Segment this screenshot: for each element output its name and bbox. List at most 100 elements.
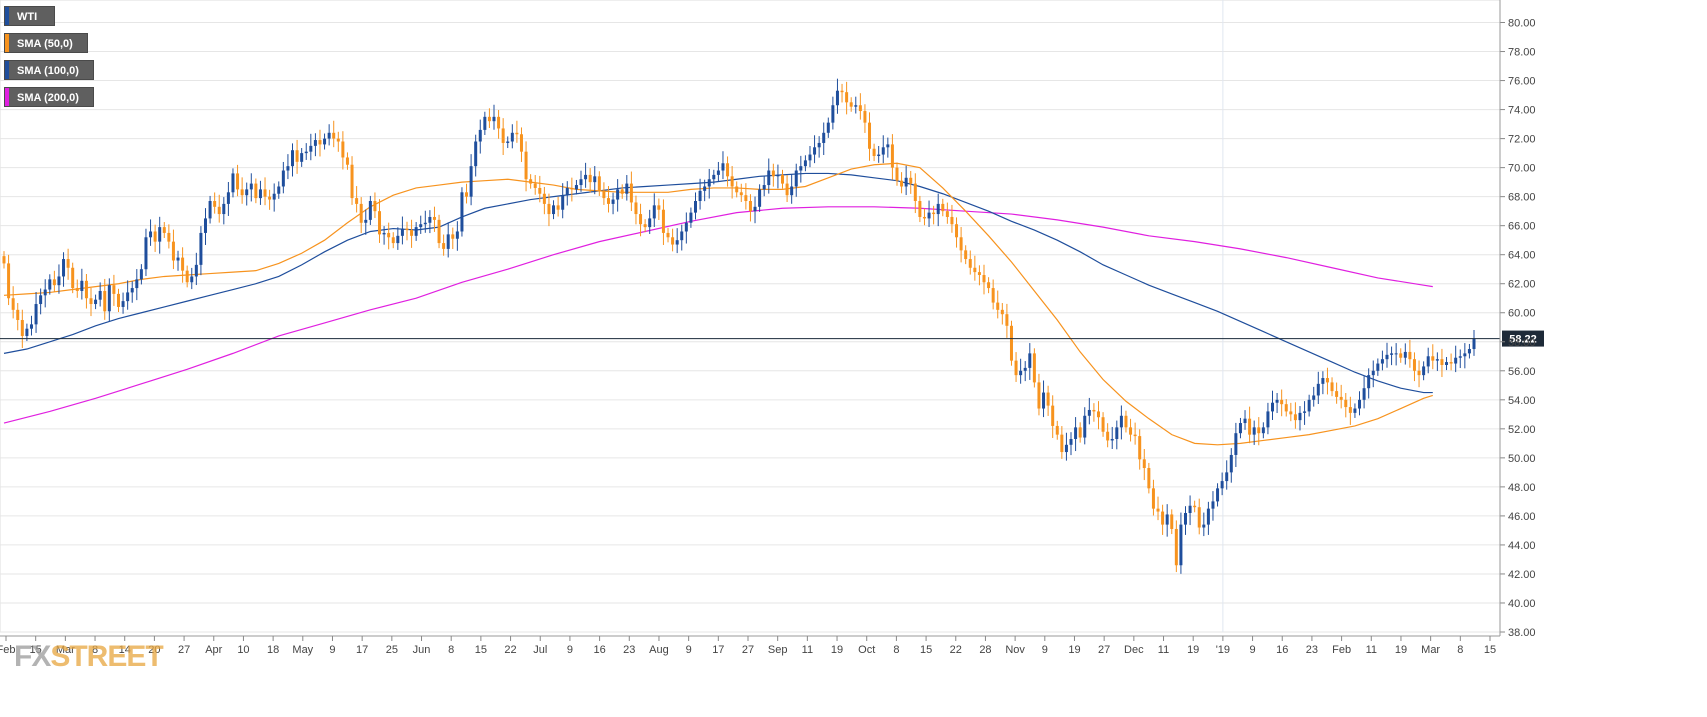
sma-200-path bbox=[3, 206, 1433, 424]
candle-body bbox=[400, 228, 404, 236]
x-tick-label: Sep bbox=[768, 644, 788, 656]
sma-100-line bbox=[3, 172, 1433, 394]
candle-body bbox=[693, 201, 697, 213]
legend-item-sma-200[interactable]: SMA (200,0) bbox=[4, 87, 94, 107]
candle-body bbox=[323, 138, 327, 145]
candle-body bbox=[465, 192, 469, 197]
candle-body bbox=[350, 164, 354, 199]
candle-body bbox=[625, 183, 629, 194]
candle-body bbox=[753, 206, 757, 212]
x-tick-label: Aug bbox=[649, 644, 669, 656]
candle-body bbox=[781, 174, 785, 184]
candle-body bbox=[1179, 524, 1183, 566]
candle-body bbox=[689, 212, 693, 223]
y-tick-label: 56.00 bbox=[1508, 366, 1536, 378]
candle-body bbox=[258, 189, 262, 199]
x-tick-label: Mar bbox=[56, 644, 75, 656]
candle-body bbox=[1202, 524, 1206, 528]
candle-body bbox=[62, 259, 66, 277]
candle-body bbox=[162, 227, 166, 233]
x-tick-label: 9 bbox=[567, 644, 573, 656]
candle-body bbox=[1188, 505, 1192, 514]
candle-body bbox=[277, 186, 281, 194]
candle-body bbox=[854, 105, 858, 107]
candle-body bbox=[1211, 501, 1215, 509]
candle-body bbox=[327, 132, 331, 139]
candle-body bbox=[721, 163, 725, 171]
candle-body bbox=[1284, 404, 1288, 412]
candle-body bbox=[588, 174, 592, 183]
candle-body bbox=[309, 145, 313, 152]
y-tick-label: 80.00 bbox=[1508, 18, 1536, 30]
candle-body bbox=[20, 320, 24, 336]
candle-body bbox=[1051, 405, 1055, 426]
candle-body bbox=[840, 90, 844, 93]
candle-body bbox=[1161, 511, 1165, 525]
candle-body bbox=[950, 216, 954, 225]
candle-body bbox=[1142, 459, 1146, 469]
candle-body bbox=[1257, 427, 1261, 434]
candle-body bbox=[313, 140, 317, 146]
candle-body bbox=[1303, 411, 1307, 413]
x-tick-label: 27 bbox=[742, 644, 754, 656]
candle-body bbox=[817, 142, 821, 148]
candle-body bbox=[1261, 427, 1265, 434]
x-tick-label: 17 bbox=[356, 644, 368, 656]
candle-body bbox=[1445, 362, 1449, 365]
candle-body bbox=[643, 224, 647, 228]
legend-item-sma-100[interactable]: SMA (100,0) bbox=[4, 60, 94, 80]
candle-body bbox=[1197, 507, 1201, 528]
candle-body bbox=[730, 176, 734, 187]
candle-body bbox=[1325, 378, 1329, 383]
candle-body bbox=[263, 189, 267, 197]
candle-body bbox=[1467, 349, 1471, 354]
candle-body bbox=[547, 203, 551, 215]
x-tick-label: 18 bbox=[267, 644, 279, 656]
candle-body bbox=[94, 299, 98, 305]
x-tick-label: 23 bbox=[1306, 644, 1318, 656]
candle-body bbox=[900, 180, 904, 187]
candle-body bbox=[1298, 412, 1302, 421]
candle-body bbox=[1307, 399, 1311, 412]
x-tick-label: 11 bbox=[1366, 644, 1377, 656]
candle-body bbox=[657, 205, 661, 210]
candle-body bbox=[181, 257, 185, 271]
candle-body bbox=[1028, 353, 1032, 368]
y-tick-label: 42.00 bbox=[1508, 569, 1536, 581]
candle-body bbox=[955, 224, 959, 238]
candle-body bbox=[1110, 438, 1114, 441]
x-tick-label: 8 bbox=[1457, 644, 1463, 656]
legend-item-wti[interactable]: WTI bbox=[4, 6, 55, 26]
candle-body bbox=[634, 202, 638, 215]
candle-body bbox=[126, 292, 130, 302]
candle-body bbox=[1271, 402, 1275, 412]
logo-fx: FX bbox=[14, 640, 51, 673]
candle-body bbox=[1394, 353, 1398, 355]
candle-body bbox=[222, 203, 226, 215]
candle-body bbox=[1316, 383, 1320, 396]
candle-body bbox=[2, 256, 6, 264]
candle-body bbox=[1037, 382, 1041, 409]
candle-body bbox=[1019, 370, 1023, 376]
candle-body bbox=[982, 275, 986, 283]
candle-body bbox=[579, 179, 583, 186]
last-price-badge bbox=[1502, 330, 1544, 347]
candle-body bbox=[675, 240, 679, 245]
candle-body bbox=[345, 157, 349, 165]
candle-body bbox=[116, 293, 120, 307]
legend-item-sma-50[interactable]: SMA (50,0) bbox=[4, 33, 88, 53]
candle-body bbox=[1005, 314, 1009, 326]
candle-body bbox=[194, 264, 198, 277]
candle-body bbox=[1335, 391, 1339, 397]
candle-body bbox=[1129, 427, 1133, 435]
candle-body bbox=[492, 116, 496, 122]
candle-body bbox=[1165, 514, 1169, 525]
candle-body bbox=[25, 328, 29, 336]
candle-body bbox=[1344, 399, 1348, 408]
candle-body bbox=[574, 185, 578, 190]
candle-body bbox=[332, 132, 336, 139]
candle-body bbox=[1193, 505, 1197, 508]
candle-body bbox=[515, 132, 519, 135]
candle-body bbox=[336, 138, 340, 142]
